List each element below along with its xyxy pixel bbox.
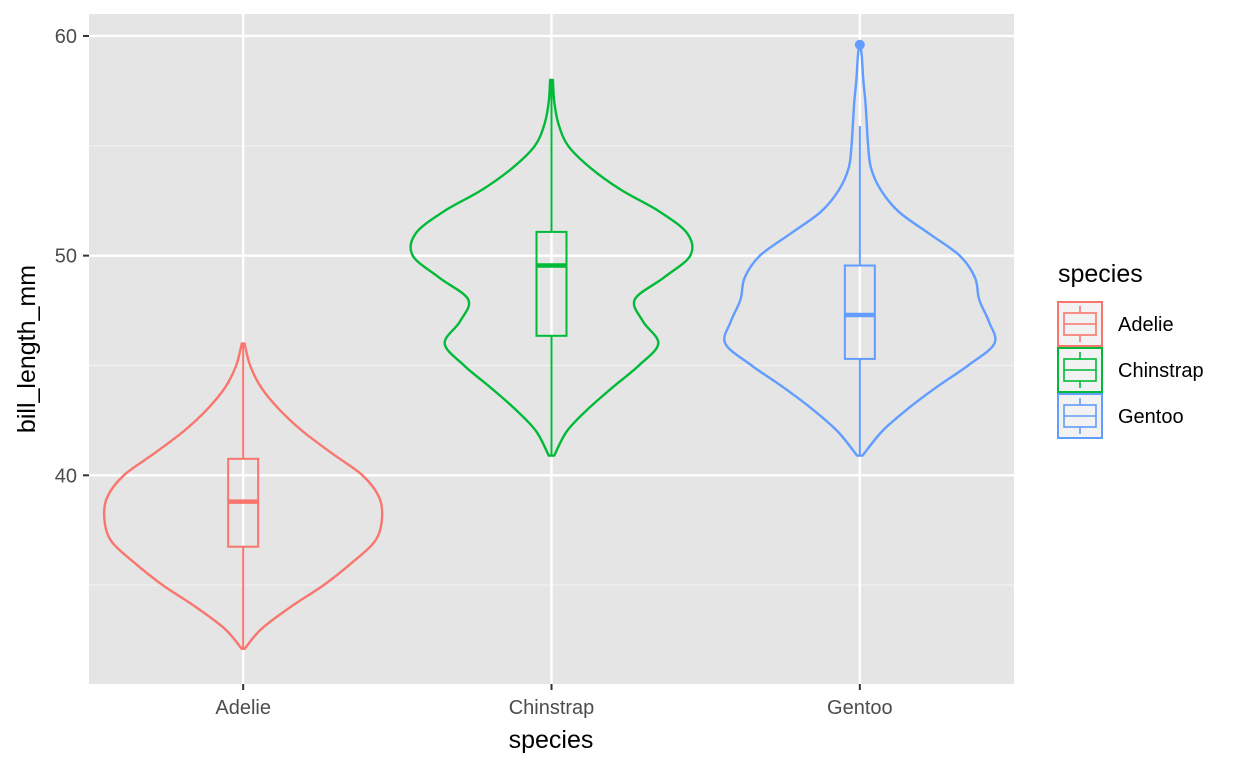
outlier-gentoo-0 <box>855 40 865 50</box>
x-axis-title: species <box>509 726 594 754</box>
legend-key-gentoo <box>1058 394 1102 438</box>
legend-label-gentoo: Gentoo <box>1118 406 1184 428</box>
legend: species Adelie Chinstrap Gentoo <box>1058 260 1204 438</box>
y-tick-label-40: 40 <box>55 465 77 487</box>
legend-label-adelie: Adelie <box>1118 314 1174 336</box>
y-axis-title: bill_length_mm <box>13 265 41 433</box>
y-tick-label-60: 60 <box>55 26 77 48</box>
legend-key-adelie <box>1058 302 1102 346</box>
x-tick-label-gentoo: Gentoo <box>827 697 893 719</box>
legend-key-chinstrap <box>1058 348 1102 392</box>
x-tick-label-chinstrap: Chinstrap <box>509 697 595 719</box>
legend-title: species <box>1058 260 1143 288</box>
y-tick-label-50: 50 <box>55 246 77 268</box>
x-tick-label-adelie: Adelie <box>215 697 271 719</box>
legend-label-chinstrap: Chinstrap <box>1118 360 1204 382</box>
